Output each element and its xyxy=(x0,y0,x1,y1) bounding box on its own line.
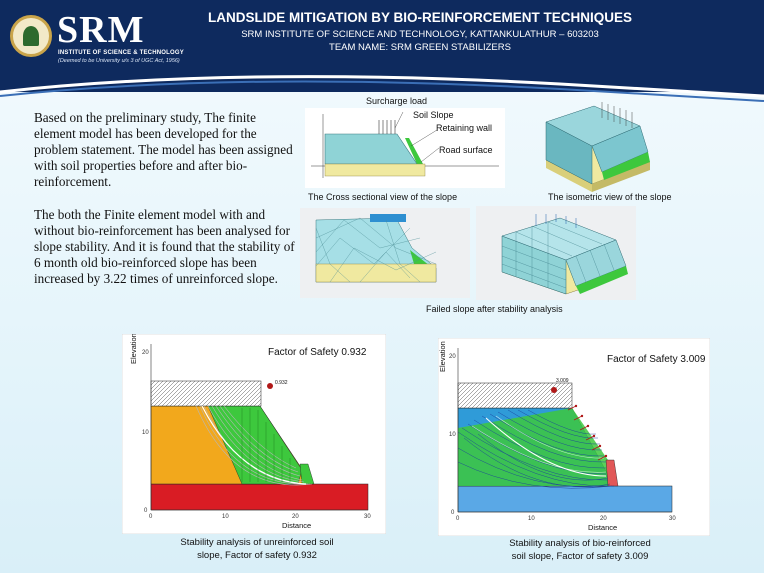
retaining-wall xyxy=(605,459,619,487)
y-axis-label: Elevation xyxy=(129,334,138,364)
slip-center-value: 3.009 xyxy=(556,378,569,384)
header-wave xyxy=(0,60,764,102)
foundation-layer xyxy=(150,483,369,511)
poster-title: LANDSLIDE MITIGATION BY BIO-REINFORCEMEN… xyxy=(207,10,632,25)
isometric-figure xyxy=(532,100,660,192)
study-paragraph: Based on the preliminary study, The fini… xyxy=(34,110,293,189)
foundation-layer xyxy=(457,485,673,513)
isometric-caption: The isometric view of the slope xyxy=(548,192,672,202)
reinforced-fos-label: Factor of Safety 3.009 xyxy=(607,354,706,365)
unreinforced-caption: Stability analysis of unreinforced soil … xyxy=(152,536,362,562)
critical-slip-surface xyxy=(485,417,607,477)
cross-section-caption: The Cross sectional view of the slope xyxy=(308,192,458,202)
failed-slope-caption: Failed slope after stability analysis xyxy=(426,304,563,314)
university-seal-logo xyxy=(10,15,52,57)
unreinforced-caption-line2: slope, Factor of safety 0.932 xyxy=(197,550,317,561)
unreinforced-stability-panel: 0.932 0 10 20 0 10 20 30 Distance Elevat… xyxy=(122,334,386,534)
critical-slip-surface xyxy=(201,405,307,485)
x-tick-0: 0 xyxy=(149,514,153,520)
vegetated-slope xyxy=(458,408,608,486)
logo-tagline: (Deemed to be University u/s 3 of UGC Ac… xyxy=(58,58,180,64)
slip-center-marker xyxy=(551,387,557,393)
x-tick-20: 20 xyxy=(600,516,607,522)
reinforced-caption-line1: Stability analysis of bio-reinforced xyxy=(509,538,651,549)
y-tick-0: 0 xyxy=(451,510,455,516)
x-axis-label: Distance xyxy=(282,521,311,530)
label-soil-slope: Soil Slope xyxy=(413,110,454,120)
y-axis-label: Elevation xyxy=(438,341,447,372)
result-paragraph: The both the Finite element model with a… xyxy=(34,207,295,286)
surcharge-block xyxy=(150,380,262,407)
x-tick-30: 30 xyxy=(364,514,371,520)
logo-subtitle: INSTITUTE OF SCIENCE & TECHNOLOGY xyxy=(58,50,184,56)
y-tick-20: 20 xyxy=(142,350,149,356)
unreinforced-fos-label: Factor of Safety 0.932 xyxy=(268,347,367,358)
y-tick-20: 20 xyxy=(449,354,456,360)
unreinforced-caption-line1: Stability analysis of unreinforced soil xyxy=(180,537,334,548)
team-name: TEAM NAME: SRM GREEN STABILIZERS xyxy=(329,42,511,53)
x-tick-10: 10 xyxy=(222,514,229,520)
failed-slope-isometric xyxy=(476,206,636,300)
x-axis-label: Distance xyxy=(588,523,617,532)
failed-slope-section xyxy=(300,208,470,298)
x-tick-30: 30 xyxy=(669,516,676,522)
y-tick-10: 10 xyxy=(449,432,456,438)
cross-section-figure xyxy=(305,108,505,188)
label-retaining-wall: Retaining wall xyxy=(436,123,493,133)
y-tick-10: 10 xyxy=(142,430,149,436)
surcharge-block xyxy=(457,382,573,409)
retaining-wall xyxy=(299,463,315,485)
logo-name: SRM xyxy=(57,9,145,51)
slip-center-value: 0.932 xyxy=(275,380,288,386)
label-road-surface: Road surface xyxy=(439,145,493,155)
label-surcharge-load: Surcharge load xyxy=(366,96,428,106)
reinforced-caption: Stability analysis of bio-reinforced soi… xyxy=(480,537,680,563)
y-tick-0: 0 xyxy=(144,508,148,514)
x-tick-0: 0 xyxy=(456,516,460,522)
slip-center-marker xyxy=(267,383,273,389)
x-tick-10: 10 xyxy=(528,516,535,522)
institution-line: SRM INSTITUTE OF SCIENCE AND TECHNOLOGY,… xyxy=(241,29,599,40)
reinforced-stability-panel: 3.009 0 10 20 0 10 20 30 Distance Elevat… xyxy=(438,338,710,536)
x-tick-20: 20 xyxy=(292,514,299,520)
reinforced-caption-line2: soil slope, Factor of safety 3.009 xyxy=(511,551,649,562)
